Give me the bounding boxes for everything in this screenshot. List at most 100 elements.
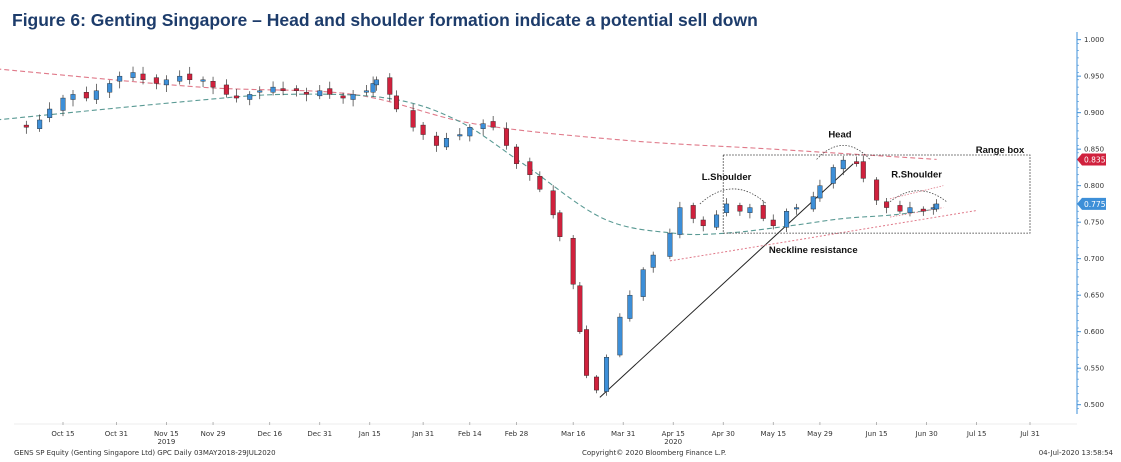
year-label-0: 2019: [157, 438, 175, 446]
y-tick-label-10: 0.500: [1084, 401, 1104, 409]
candle-body: [810, 196, 816, 210]
candle-body: [747, 207, 753, 213]
candle: [570, 235, 576, 290]
candle-body: [387, 77, 393, 95]
x-tick-label-12: Apr 15: [662, 430, 685, 438]
candle: [327, 81, 333, 99]
candle-body: [420, 124, 426, 135]
y-tick-label-7: 0.650: [1084, 292, 1104, 300]
y-tick-label-0: 1.000: [1084, 36, 1104, 44]
candle-body: [60, 97, 66, 111]
candle-body: [363, 90, 369, 93]
candle-body: [640, 269, 646, 297]
candle: [317, 85, 323, 100]
candle: [724, 198, 730, 217]
candle-body: [584, 329, 590, 376]
footer-copyright: Copyright© 2020 Bloomberg Finance L.P.: [582, 449, 727, 457]
candle: [907, 201, 913, 217]
candle-body: [210, 81, 216, 88]
candle: [584, 325, 590, 379]
candle-body: [884, 201, 890, 208]
range-box: [722, 154, 1031, 234]
candle: [60, 94, 66, 117]
last-value-tag-1: 0.775: [1077, 197, 1106, 210]
x-tick-label-8: Feb 14: [458, 430, 482, 438]
moving-average-1: [0, 93, 937, 236]
candle: [457, 128, 463, 141]
x-tick-label-7: Jan 31: [411, 430, 434, 438]
candle: [700, 216, 706, 232]
annotation-range-box: Range box: [976, 145, 1025, 156]
candle: [640, 267, 646, 301]
candle: [443, 132, 449, 151]
candle: [117, 71, 123, 89]
candle: [270, 81, 276, 96]
candle-body: [293, 88, 299, 91]
candle: [627, 290, 633, 322]
candle-body: [714, 214, 720, 228]
annotation-right-shoulder: R.Shoulder: [891, 170, 942, 181]
candle-body: [200, 79, 206, 82]
candle-body: [604, 357, 610, 392]
y-tick-label-8: 0.600: [1084, 328, 1104, 336]
candle-body: [784, 211, 790, 228]
candle-body: [794, 207, 800, 210]
candle: [480, 119, 486, 136]
x-tick-label-19: Jul 31: [1019, 430, 1040, 438]
candle-body: [854, 161, 860, 164]
x-tick-label-11: Mar 31: [611, 430, 635, 438]
candle: [527, 157, 533, 181]
candle-body: [130, 72, 136, 78]
candle: [93, 83, 99, 104]
candle-body: [107, 83, 113, 93]
left-shoulder-arc: [699, 188, 767, 205]
candle: [594, 375, 600, 394]
candle-body: [467, 127, 473, 137]
candle: [433, 131, 439, 152]
candle-body: [70, 94, 76, 100]
last-value-tag-0: 0.8359: [1077, 153, 1110, 166]
candle-body: [527, 161, 533, 175]
y-tick-label-6: 0.700: [1084, 255, 1104, 263]
candle: [830, 164, 836, 189]
candle-body: [690, 205, 696, 219]
last-value-tag-bg: [1077, 197, 1106, 210]
candle: [303, 87, 309, 102]
x-tick-label-3: Nov 29: [201, 430, 226, 438]
candle-body: [840, 159, 846, 170]
candle-body: [373, 79, 379, 86]
candle-body: [677, 207, 683, 235]
x-tick-label-14: May 15: [760, 430, 786, 438]
candle: [737, 202, 743, 216]
candle: [107, 80, 113, 98]
candle-body: [627, 294, 633, 319]
x-tick-label-5: Dec 31: [307, 430, 332, 438]
candle: [810, 191, 816, 212]
candlestick-layer: [23, 66, 940, 396]
x-tick-label-1: Oct 31: [105, 430, 128, 438]
figure-title: Figure 6: Genting Singapore – Head and s…: [12, 10, 758, 30]
y-tick-label-9: 0.550: [1084, 365, 1104, 373]
candle: [770, 214, 776, 230]
candle-body: [187, 73, 193, 81]
x-tick-label-18: Jul 15: [966, 430, 987, 438]
x-tick-label-9: Feb 28: [505, 430, 529, 438]
candle: [370, 76, 376, 97]
x-tick-label-17: Jun 30: [915, 430, 938, 438]
candle: [920, 206, 926, 216]
candle: [420, 122, 426, 140]
annotation-layer: Head L.Shoulder R.Shoulder Range box Necklin…: [599, 129, 1031, 398]
candle: [760, 200, 766, 222]
candle: [817, 179, 823, 202]
candle: [163, 75, 169, 92]
candle-body: [650, 254, 656, 268]
candle: [854, 156, 860, 167]
footer-security-info: GENS SP Equity (Genting Singapore Ltd) G…: [14, 449, 276, 457]
candle-body: [47, 108, 53, 118]
candle: [233, 89, 239, 103]
x-tick-label-6: Jan 15: [358, 430, 381, 438]
candle: [387, 73, 393, 102]
candle: [210, 76, 216, 95]
x-tick-label-10: Mar 16: [561, 430, 586, 438]
candle-body: [897, 205, 903, 212]
